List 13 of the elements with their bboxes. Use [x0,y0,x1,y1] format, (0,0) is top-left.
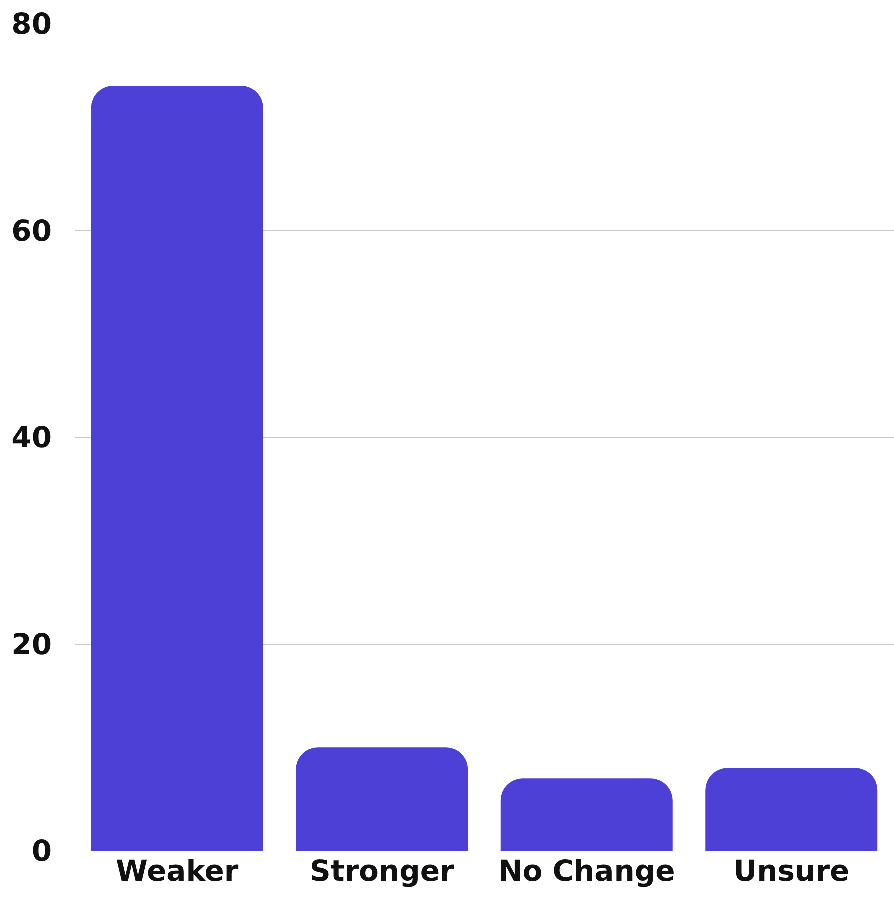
bar [706,768,878,851]
bar [91,86,264,851]
y-tick-label: 80 [12,7,52,42]
x-tick-label: Weaker [116,854,240,888]
y-tick-label: 20 [12,627,52,662]
x-tick-label: Unsure [734,854,850,888]
y-tick-label: 60 [12,214,52,248]
x-tick-label: Stronger [310,854,455,888]
x-tick-label: No Change [498,854,676,888]
y-tick-label: 0 [32,834,52,868]
y-tick-label: 40 [12,420,52,455]
bar [500,778,673,851]
bar [296,748,468,851]
